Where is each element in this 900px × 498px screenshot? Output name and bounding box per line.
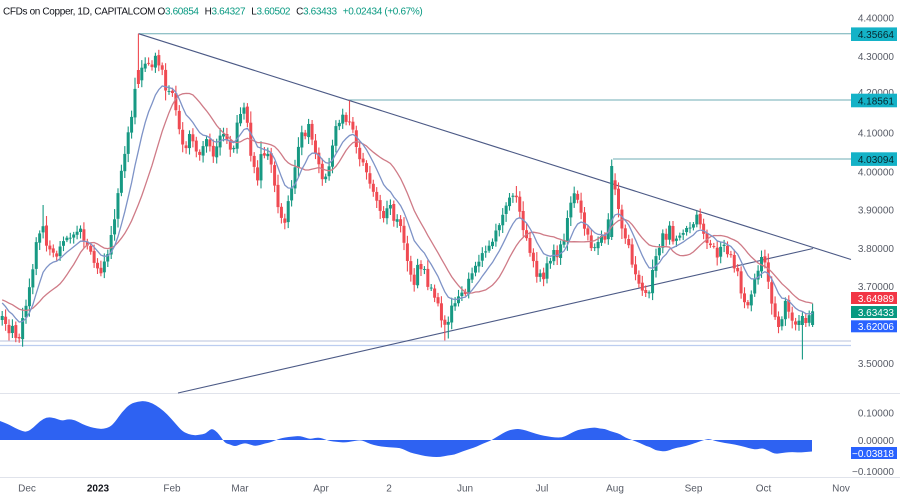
svg-text:4.30000: 4.30000 [858,52,895,63]
svg-text:Jul: Jul [536,484,549,495]
svg-text:4.00000: 4.00000 [858,167,895,178]
svg-text:3.50000: 3.50000 [858,359,895,370]
svg-text:4.18561: 4.18561 [858,96,895,107]
svg-text:−0.10000: −0.10000 [852,467,894,478]
svg-text:3.70000: 3.70000 [858,282,895,293]
svg-text:3.64989: 3.64989 [858,294,895,305]
svg-text:2023: 2023 [87,484,110,495]
svg-text:Dec: Dec [18,484,36,495]
svg-text:3.80000: 3.80000 [858,244,895,255]
svg-text:4.35664: 4.35664 [858,30,895,41]
svg-text:Apr: Apr [313,484,329,495]
svg-text:0.10000: 0.10000 [858,409,895,420]
svg-text:4.03094: 4.03094 [858,155,895,166]
svg-text:0.00000: 0.00000 [858,436,895,447]
svg-text:4.40000: 4.40000 [858,14,895,25]
svg-text:Sep: Sep [685,484,703,495]
svg-text:3.62006: 3.62006 [858,322,895,333]
svg-text:−0.03818: −0.03818 [852,449,894,460]
svg-text:Oct: Oct [756,484,772,495]
svg-text:Aug: Aug [606,484,624,495]
svg-text:Jun: Jun [457,484,473,495]
svg-text:Mar: Mar [231,484,249,495]
svg-text:Nov: Nov [832,484,850,495]
svg-text:3.90000: 3.90000 [858,205,895,216]
svg-text:3.63433: 3.63433 [858,308,895,319]
svg-text:4.10000: 4.10000 [858,128,895,139]
svg-text:2: 2 [386,484,392,495]
svg-text:CFDs on Copper, 1D, CAPITALCOM: CFDs on Copper, 1D, CAPITALCOM [3,7,155,18]
svg-text:Feb: Feb [163,484,181,495]
